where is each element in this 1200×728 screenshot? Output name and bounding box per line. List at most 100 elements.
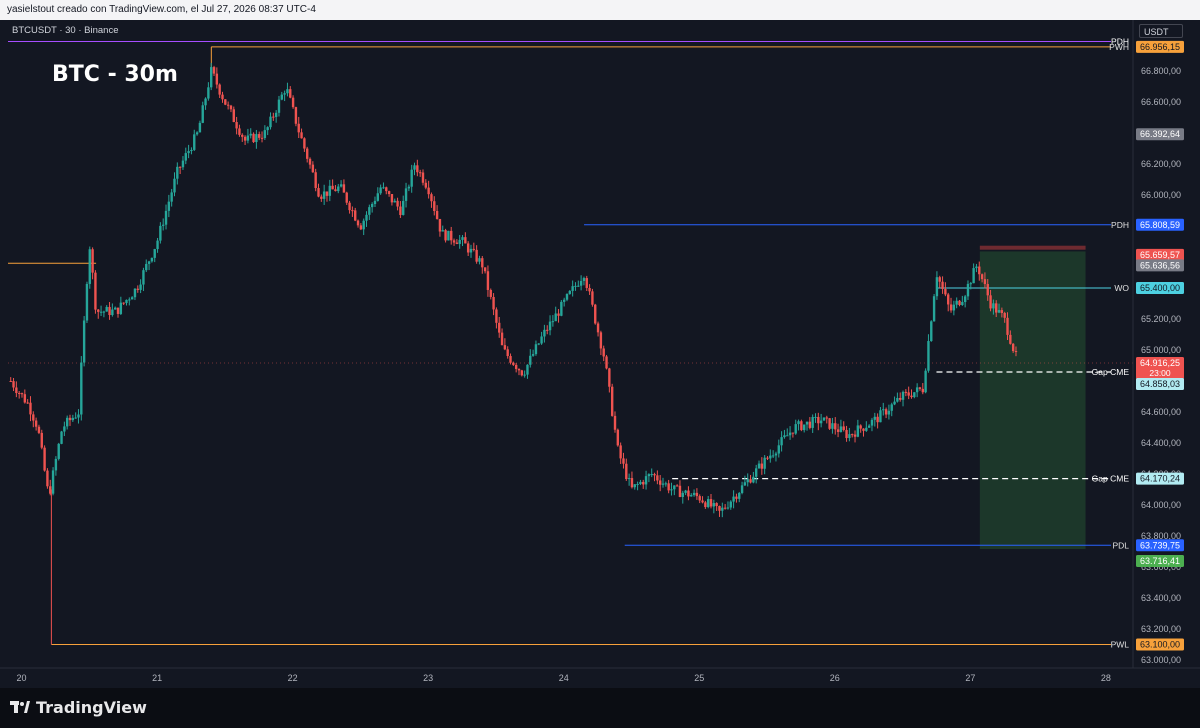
candle-body bbox=[690, 495, 693, 497]
candle-body bbox=[870, 419, 874, 426]
candle-body bbox=[139, 284, 142, 290]
candle-body bbox=[26, 402, 29, 404]
candle-body bbox=[585, 278, 588, 288]
candle-body bbox=[269, 116, 272, 128]
candle-body bbox=[193, 134, 196, 150]
candle-body bbox=[308, 158, 312, 165]
candle-body bbox=[232, 109, 235, 123]
candle-body bbox=[407, 186, 411, 189]
candle-body bbox=[639, 481, 642, 484]
candle-body bbox=[862, 428, 865, 431]
candle-body bbox=[786, 435, 789, 437]
tradingview-brand[interactable]: TradingView bbox=[10, 698, 147, 717]
candle-body bbox=[241, 134, 244, 137]
candle-body bbox=[413, 165, 416, 170]
candle-body bbox=[774, 453, 778, 456]
candle-body bbox=[204, 98, 207, 106]
candle-body bbox=[935, 277, 939, 297]
candle-body bbox=[359, 225, 363, 230]
candle-body bbox=[224, 99, 227, 105]
candle-body bbox=[421, 172, 425, 183]
candle-body bbox=[105, 306, 108, 312]
candle-body bbox=[116, 307, 120, 314]
candle-body bbox=[280, 94, 283, 100]
candle-body bbox=[622, 458, 625, 464]
time-tick-label: 22 bbox=[288, 673, 298, 683]
candle-body bbox=[51, 470, 55, 494]
chart-area[interactable]: PDH PWH PDH WO Gap CME Gap CME PDL PWL 66.800,0… bbox=[0, 20, 1200, 688]
candle-body bbox=[498, 322, 501, 333]
candle-body bbox=[60, 431, 63, 444]
candle-body bbox=[9, 381, 12, 382]
level-label: Gap CME bbox=[1092, 474, 1130, 484]
candle-body bbox=[856, 425, 860, 437]
candle-body bbox=[133, 288, 137, 298]
candle-body bbox=[150, 257, 154, 262]
candle-body bbox=[215, 73, 219, 85]
candle-body bbox=[873, 416, 876, 420]
level-label: PWL bbox=[1111, 640, 1130, 650]
candle-body bbox=[430, 194, 433, 202]
candle-body bbox=[551, 321, 555, 323]
price-tick-label: 64.400,00 bbox=[1141, 438, 1181, 448]
footer bbox=[0, 688, 1200, 728]
candle-body bbox=[704, 502, 707, 508]
candle-body bbox=[715, 503, 718, 507]
candle-body bbox=[461, 237, 464, 240]
candle-body bbox=[760, 463, 764, 469]
candle-body bbox=[658, 480, 662, 485]
candle-body bbox=[300, 132, 303, 139]
candle-body bbox=[924, 370, 927, 393]
candle-body bbox=[201, 105, 204, 123]
candle-body bbox=[266, 127, 269, 131]
candle-body bbox=[328, 185, 331, 196]
candle-body bbox=[701, 500, 704, 503]
candle-body bbox=[40, 432, 43, 448]
candle-body bbox=[743, 482, 747, 486]
candle-body bbox=[68, 417, 72, 421]
candle-body bbox=[368, 207, 371, 215]
symbol-info[interactable]: BTCUSDT · 30 · Binance bbox=[12, 25, 119, 36]
candle-body bbox=[777, 445, 780, 454]
candle-body bbox=[834, 423, 837, 430]
candle-body bbox=[800, 421, 803, 431]
candle-body bbox=[167, 201, 171, 211]
candle-body bbox=[980, 274, 984, 280]
candle-body bbox=[882, 409, 885, 411]
candle-body bbox=[466, 243, 470, 253]
time-tick-label: 23 bbox=[423, 673, 433, 683]
price-tick-label: 66.000,00 bbox=[1141, 190, 1181, 200]
price-label-text: 64.170,24 bbox=[1140, 474, 1180, 484]
candle-body bbox=[794, 424, 797, 434]
candle-body bbox=[554, 313, 557, 322]
candle-body bbox=[890, 404, 893, 411]
candle-body bbox=[277, 99, 281, 113]
candle-body bbox=[12, 381, 15, 388]
price-axis: 66.800,00 66.600,00 66.200,00 66.000,00 65.8… bbox=[1132, 20, 1181, 668]
candle-body bbox=[297, 123, 300, 133]
candle-body bbox=[851, 434, 854, 436]
candle-body bbox=[272, 116, 275, 118]
candle-body bbox=[780, 437, 783, 446]
candle-body bbox=[811, 417, 814, 428]
candle-body bbox=[458, 239, 461, 244]
price-label-countdown: 23:00 bbox=[1149, 368, 1171, 378]
candle-body bbox=[243, 136, 247, 141]
candle-body bbox=[187, 151, 190, 154]
candle-body bbox=[548, 321, 552, 331]
candle-body bbox=[362, 220, 365, 230]
candle-body bbox=[314, 172, 317, 189]
candle-body bbox=[828, 418, 831, 429]
candle-body bbox=[915, 387, 919, 393]
candle-body bbox=[289, 89, 292, 98]
price-label-box bbox=[1136, 128, 1184, 141]
candle-body bbox=[80, 362, 83, 415]
currency-button[interactable]: USDT bbox=[1139, 24, 1183, 38]
candle-body bbox=[819, 420, 823, 424]
candle-body bbox=[481, 258, 484, 268]
candle-body bbox=[489, 289, 492, 297]
candle-body bbox=[255, 134, 258, 143]
candle-body bbox=[320, 196, 323, 199]
candle-body bbox=[565, 293, 569, 300]
